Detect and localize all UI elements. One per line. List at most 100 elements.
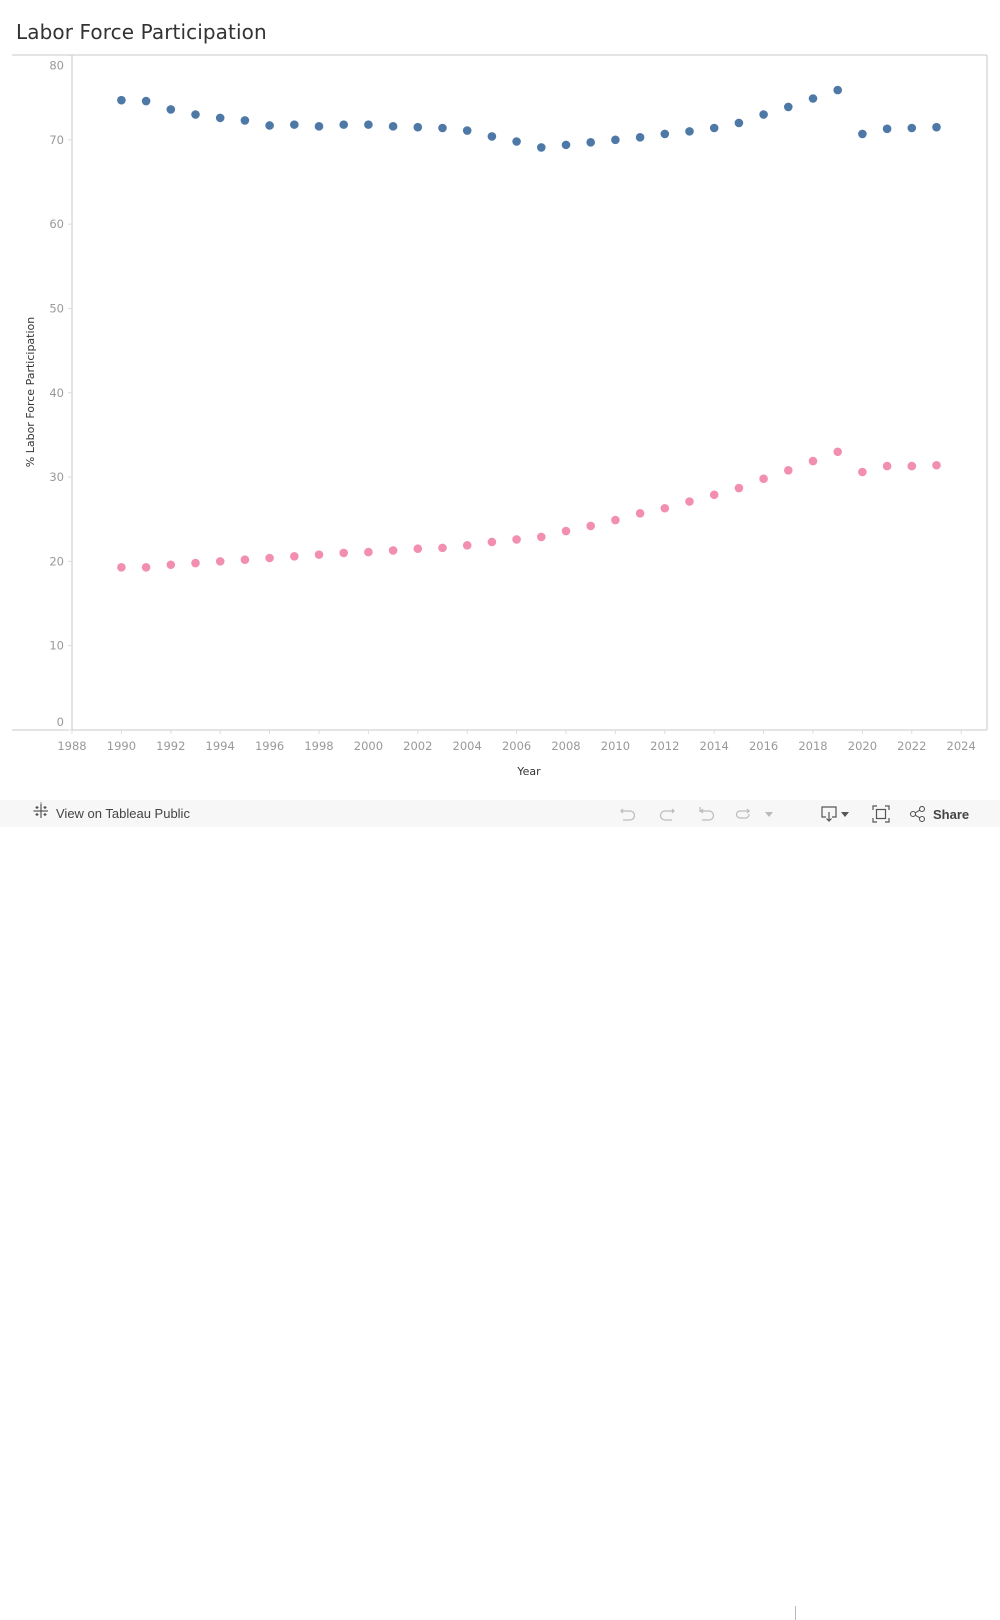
data-point <box>833 447 842 457</box>
data-point <box>462 541 472 550</box>
pause-dropdown-button[interactable] <box>763 804 775 824</box>
y-tick-label: 80 <box>49 59 64 73</box>
undo-icon <box>620 808 636 821</box>
y-tick-label: 0 <box>57 715 64 729</box>
data-point <box>413 122 423 132</box>
y-axis-ticks: 0 10 20 30 40 50 60 70 80 <box>49 55 72 731</box>
view-on-tableau-public-link[interactable]: View on Tableau Public <box>32 800 190 827</box>
data-point <box>191 110 200 119</box>
share-label: Share <box>933 806 970 822</box>
x-tick-label: 2010 <box>601 739 630 753</box>
data-point <box>364 120 373 129</box>
data-point <box>635 132 645 142</box>
data-point <box>808 94 818 103</box>
data-point <box>685 497 694 506</box>
data-point <box>240 555 250 564</box>
x-tick-label: 2006 <box>502 739 531 753</box>
data-point <box>858 129 867 139</box>
data-point <box>784 466 793 475</box>
data-point <box>635 509 645 518</box>
data-point <box>784 102 793 112</box>
series-1 <box>117 85 941 152</box>
x-axis-ticks: 1988 1990 1992 1994 1996 1998 2000 2002 2004 2006… <box>57 730 976 753</box>
x-tick-label: 1992 <box>156 739 185 753</box>
x-tick-label: 2024 <box>947 739 976 753</box>
data-point <box>290 120 299 129</box>
data-point <box>290 552 299 561</box>
x-tick-label: 2008 <box>551 739 580 753</box>
data-point <box>462 126 472 135</box>
data-point <box>808 456 818 466</box>
data-point <box>512 535 521 544</box>
redo-icon <box>659 808 675 821</box>
data-point <box>833 85 842 95</box>
y-tick-label: 10 <box>49 639 64 653</box>
chart-container: 0 10 20 30 40 50 60 70 80 1988 1990 1992 1994 1996 19… <box>0 0 1000 800</box>
revert-button[interactable] <box>697 804 717 824</box>
x-tick-label: 2014 <box>700 739 729 753</box>
data-point <box>858 467 867 477</box>
data-point <box>413 544 423 554</box>
toolbar-divider <box>795 1606 796 1620</box>
fullscreen-button[interactable] <box>871 804 891 824</box>
data-point <box>339 548 349 558</box>
y-tick-label: 20 <box>49 554 64 568</box>
data-point <box>314 122 324 131</box>
data-point <box>512 137 521 146</box>
page-title: Labor Force Participation <box>16 20 267 44</box>
x-tick-label: 2004 <box>453 739 482 753</box>
data-point <box>561 526 571 536</box>
x-tick-label: 2002 <box>403 739 432 753</box>
data-point <box>932 460 941 470</box>
y-tick-label: 60 <box>49 217 64 231</box>
data-point <box>709 123 719 133</box>
data-point <box>117 562 126 572</box>
data-point <box>611 515 620 525</box>
data-point <box>586 138 595 147</box>
undo-button[interactable] <box>618 804 638 824</box>
tableau-logo-icon <box>32 802 50 825</box>
data-point <box>388 122 398 131</box>
data-point <box>882 461 892 471</box>
data-point <box>265 121 274 130</box>
data-point <box>438 123 447 133</box>
plot-frame <box>12 54 988 731</box>
redo-button[interactable] <box>657 804 677 824</box>
data-point <box>907 461 917 471</box>
refresh-button[interactable] <box>734 804 754 824</box>
data-point <box>191 558 200 568</box>
refresh-icon <box>735 808 751 819</box>
x-tick-label: 2000 <box>354 739 383 753</box>
data-point <box>759 474 768 484</box>
data-point <box>759 110 768 119</box>
download-button[interactable] <box>819 804 851 824</box>
data-point <box>265 553 274 563</box>
share-button[interactable]: Share <box>909 804 971 824</box>
x-tick-label: 2012 <box>650 739 679 753</box>
data-point <box>537 143 546 152</box>
x-tick-label: 2018 <box>798 739 827 753</box>
y-tick-label: 70 <box>49 133 64 147</box>
x-axis-title: Year <box>516 765 541 778</box>
data-point <box>314 550 324 559</box>
data-point <box>215 557 225 566</box>
y-tick-label: 50 <box>49 301 64 315</box>
download-icon <box>821 806 849 822</box>
data-point <box>537 532 546 542</box>
data-point <box>487 537 497 547</box>
data-point <box>611 135 620 145</box>
data-point <box>141 96 151 106</box>
y-tick-label: 40 <box>49 386 64 400</box>
data-point <box>734 118 744 128</box>
x-tick-label: 1996 <box>255 739 284 753</box>
data-point <box>660 129 670 139</box>
data-point <box>117 95 126 105</box>
data-point <box>734 483 744 493</box>
data-point <box>364 547 373 557</box>
x-tick-label: 1994 <box>206 739 235 753</box>
x-tick-label: 1988 <box>57 739 86 753</box>
data-point <box>339 120 349 129</box>
y-axis-title: % Labor Force Participation <box>24 317 37 468</box>
series-2 <box>117 447 941 572</box>
